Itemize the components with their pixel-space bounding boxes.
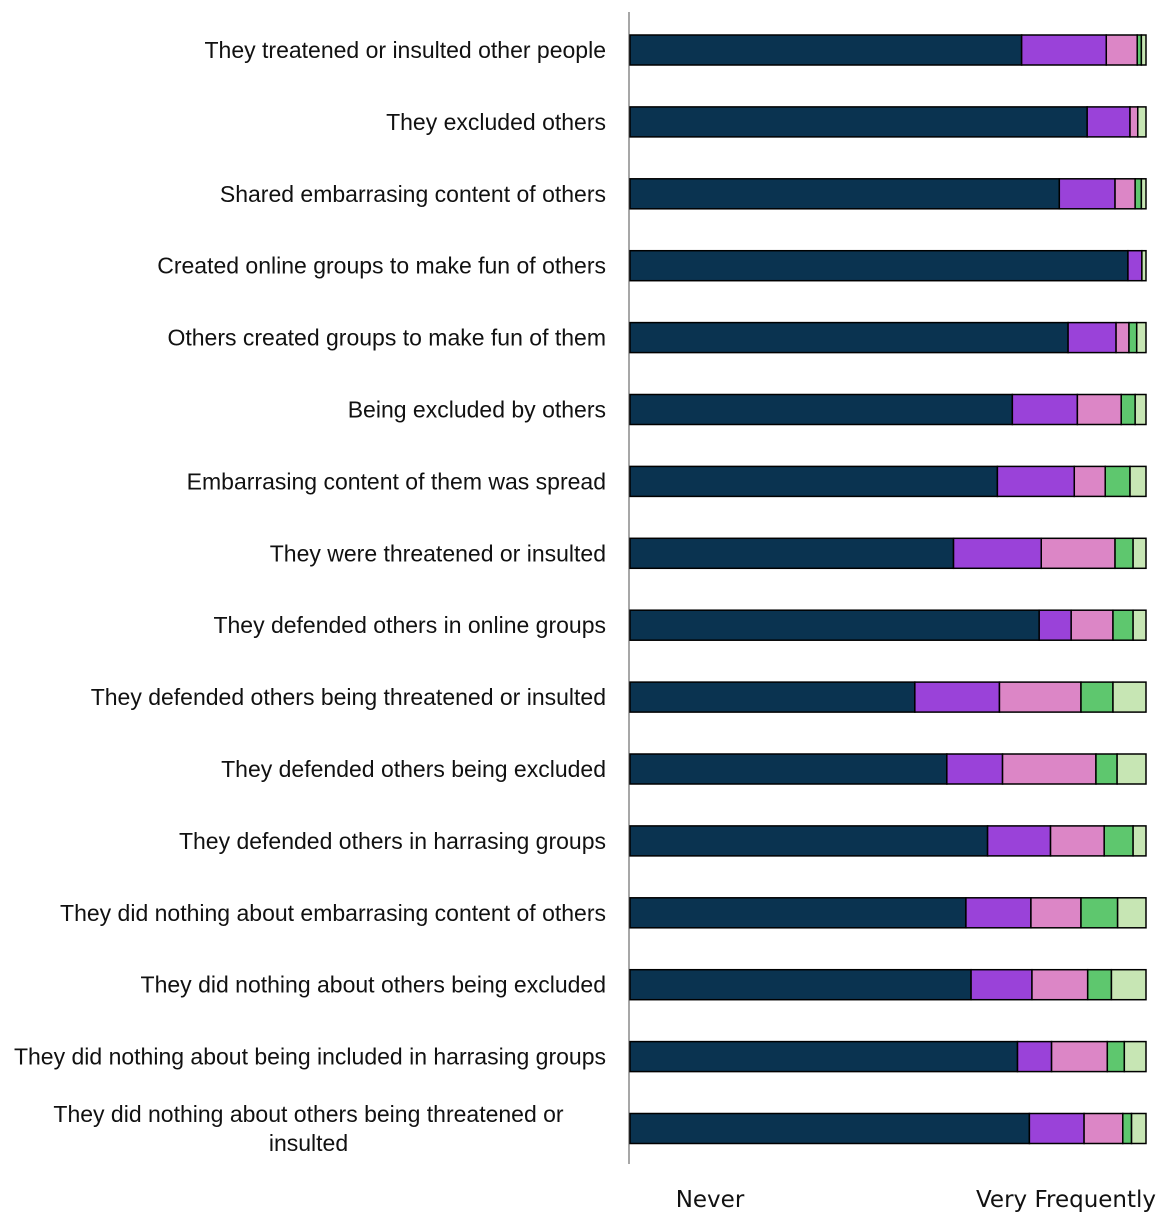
bar-segment: [986, 825, 1052, 857]
bar-segment: [629, 681, 916, 713]
bar-segment: [1020, 34, 1108, 66]
bar-segment: [629, 753, 948, 785]
bar-segment: [629, 106, 1088, 138]
category-label: Others created groups to make fun of the…: [167, 325, 606, 351]
bar-segment: [629, 897, 967, 929]
bar-segment: [629, 321, 1069, 354]
category-label: They were threatened or insulted: [270, 540, 606, 566]
bar-segment: [1040, 537, 1116, 570]
category-label: They defended others in online groups: [213, 612, 606, 638]
bar-segment: [1129, 106, 1139, 138]
bar-segment: [1114, 537, 1134, 570]
bar-segment: [1050, 1040, 1109, 1073]
category-label: They defended others being threatened or…: [91, 684, 606, 710]
bar-segment: [1095, 753, 1118, 785]
bar-segment: [1114, 178, 1136, 210]
bar-segment: [1140, 178, 1147, 210]
bar-segment: [1116, 897, 1147, 929]
bar-segment: [629, 968, 972, 1001]
bar-segment: [1136, 106, 1147, 138]
category-label: They excluded others: [386, 109, 606, 135]
bar-segment: [1132, 825, 1147, 857]
bar-segment: [1128, 321, 1138, 354]
category-label: They did nothing about being included in…: [14, 1044, 606, 1070]
bar-segment: [970, 968, 1033, 1001]
bar-segment: [1127, 249, 1143, 282]
bar-segment: [629, 825, 989, 857]
category-label: They treatened or insulted other people: [205, 37, 607, 63]
bar-segment: [629, 393, 1014, 426]
bar-segment: [1031, 968, 1089, 1001]
category-label: They did nothing about embarrasing conte…: [60, 900, 606, 926]
category-label: They defended others in harrasing groups: [179, 828, 606, 854]
category-label: They did nothing about others being excl…: [141, 972, 606, 998]
category-label: They did nothing about others being thre…: [53, 1101, 564, 1156]
bar-segment: [1080, 681, 1114, 713]
bar-segment: [1140, 34, 1147, 66]
bar-segment: [946, 753, 1004, 785]
bar-segment: [1112, 681, 1147, 713]
bar-segment: [1001, 753, 1097, 785]
category-label: Created online groups to make fun of oth…: [157, 253, 606, 279]
bar-segment: [1086, 968, 1113, 1001]
bar-segment: [1116, 753, 1147, 785]
bar-segment: [914, 681, 1001, 713]
category-label: Embarrasing content of them was spread: [187, 468, 606, 494]
bar-segment: [629, 34, 1023, 66]
bar-segment: [1105, 34, 1138, 66]
bar-segment: [1141, 249, 1147, 282]
bar-segment: [629, 609, 1040, 641]
bar-segment: [1115, 321, 1130, 354]
bar-segment: [1129, 465, 1147, 498]
bar-segment: [1130, 1112, 1147, 1145]
bar-segment: [1011, 393, 1079, 426]
bar-segment: [1058, 178, 1116, 210]
bar-segment: [1076, 393, 1122, 426]
bar-segment: [1049, 825, 1105, 857]
category-label: Being excluded by others: [348, 397, 606, 423]
bar-segment: [1028, 1112, 1085, 1145]
bar-segment: [1120, 393, 1136, 426]
bar-segment: [1135, 321, 1147, 354]
bars-group: [629, 34, 1147, 1145]
bar-segment: [965, 897, 1032, 929]
bar-segment: [629, 537, 955, 570]
scale-label-right: Very Frequently: [976, 1187, 1156, 1212]
bar-segment: [952, 537, 1043, 570]
bar-segment: [1038, 609, 1072, 641]
bar-segment: [1132, 609, 1147, 641]
bar-segment: [1110, 968, 1147, 1001]
bar-segment: [629, 1040, 1019, 1073]
bar-segment: [1067, 321, 1117, 354]
bar-segment: [629, 465, 999, 498]
bar-segment: [1106, 1040, 1126, 1073]
bar-segment: [1073, 465, 1106, 498]
bar-segment: [1112, 609, 1134, 641]
bar-segment: [629, 1112, 1031, 1145]
bar-segment: [1080, 897, 1119, 929]
scale-label-left: Never: [676, 1187, 745, 1212]
bar-segment: [629, 249, 1129, 282]
category-label: They defended others being excluded: [221, 756, 606, 782]
bar-segment: [1132, 537, 1147, 570]
bar-segment: [998, 681, 1082, 713]
bar-segment: [1103, 825, 1134, 857]
bar-segment: [1104, 465, 1131, 498]
bar-segment: [1122, 1112, 1133, 1145]
category-label: Shared embarrasing content of others: [220, 181, 606, 207]
bar-segment: [1083, 1112, 1124, 1145]
bar-segment: [1016, 1040, 1053, 1073]
bar-segment: [996, 465, 1076, 498]
bar-segment: [1134, 178, 1143, 210]
bar-segment: [1134, 393, 1147, 426]
bar-segment: [1030, 897, 1082, 929]
bar-segment: [1070, 609, 1114, 641]
bar-segment: [629, 178, 1061, 210]
category-labels-group: They treatened or insulted other people T…: [14, 37, 606, 1156]
bar-segment: [1123, 1040, 1147, 1073]
bar-segment: [1086, 106, 1131, 138]
